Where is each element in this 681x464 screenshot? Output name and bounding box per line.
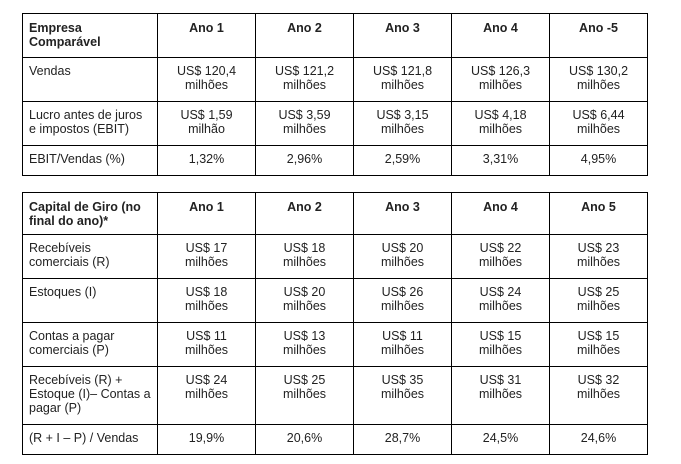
table-cell: 20,6% (255, 424, 354, 455)
table-cell: 2,96% (255, 145, 354, 176)
row-label: (R + I – P) / Vendas (22, 424, 158, 455)
table-cell: US$ 15 milhões (549, 322, 648, 367)
table-row: Estoques (I) US$ 18 milhões US$ 20 milhõ… (22, 278, 648, 323)
table-cell: US$ 18 milhões (157, 278, 256, 323)
row-label: Lucro antes de juros e impostos (EBIT) (22, 101, 158, 146)
table-cell: US$ 25 milhões (549, 278, 648, 323)
table-row: Vendas US$ 120,4 milhões US$ 121,2 milhõ… (22, 57, 648, 102)
table-cell: US$ 31 milhões (451, 366, 550, 425)
table-cell: US$ 23 milhões (549, 234, 648, 279)
table-header-row: Empresa Comparável Ano 1 Ano 2 Ano 3 Ano… (22, 13, 648, 58)
header-cell: Ano 2 (255, 13, 354, 58)
table-cell: US$ 24 milhões (157, 366, 256, 425)
row-label: Recebíveis comerciais (R) (22, 234, 158, 279)
table-cell: 24,5% (451, 424, 550, 455)
table-cell: US$ 13 milhões (255, 322, 354, 367)
table-cell: US$ 121,8 milhões (353, 57, 452, 102)
working-capital-table: Capital de Giro (no final do ano)* Ano 1… (22, 192, 648, 455)
table-cell: US$ 35 milhões (353, 366, 452, 425)
row-label: Estoques (I) (22, 278, 158, 323)
header-cell: Capital de Giro (no final do ano)* (22, 192, 158, 235)
table-cell: US$ 25 milhões (255, 366, 354, 425)
table-row: Lucro antes de juros e impostos (EBIT) U… (22, 101, 648, 146)
row-label: Contas a pagar comerciais (P) (22, 322, 158, 367)
table-cell: 24,6% (549, 424, 648, 455)
table-cell: US$ 17 milhões (157, 234, 256, 279)
table-cell: US$ 22 milhões (451, 234, 550, 279)
header-cell: Ano 1 (157, 192, 256, 235)
row-label: EBIT/Vendas (%) (22, 145, 158, 176)
table-cell: US$ 32 milhões (549, 366, 648, 425)
table-cell: US$ 20 milhões (353, 234, 452, 279)
table-cell: US$ 126,3 milhões (451, 57, 550, 102)
header-cell: Ano 4 (451, 192, 550, 235)
header-cell: Ano 4 (451, 13, 550, 58)
table-cell: US$ 3,15 milhões (353, 101, 452, 146)
table-cell: US$ 3,59 milhões (255, 101, 354, 146)
table-row: Contas a pagar comerciais (P) US$ 11 mil… (22, 322, 648, 367)
table-cell: US$ 130,2 milhões (549, 57, 648, 102)
table-cell: 19,9% (157, 424, 256, 455)
table-cell: 1,32% (157, 145, 256, 176)
comparable-company-table: Empresa Comparável Ano 1 Ano 2 Ano 3 Ano… (22, 13, 648, 176)
table-row: Recebíveis (R) + Estoque (I)– Contas a p… (22, 366, 648, 425)
table-cell: US$ 4,18 milhões (451, 101, 550, 146)
table-cell: US$ 121,2 milhões (255, 57, 354, 102)
table-cell: US$ 11 milhões (353, 322, 452, 367)
table-cell: US$ 1,59 milhão (157, 101, 256, 146)
row-label: Vendas (22, 57, 158, 102)
header-cell: Ano 1 (157, 13, 256, 58)
table-cell: US$ 6,44 milhões (549, 101, 648, 146)
table-cell: US$ 18 milhões (255, 234, 354, 279)
table-cell: 4,95% (549, 145, 648, 176)
table-cell: US$ 11 milhões (157, 322, 256, 367)
table-cell: 3,31% (451, 145, 550, 176)
table-cell: US$ 20 milhões (255, 278, 354, 323)
table-row: EBIT/Vendas (%) 1,32% 2,96% 2,59% 3,31% … (22, 145, 648, 176)
header-cell: Ano -5 (549, 13, 648, 58)
header-cell: Ano 3 (353, 192, 452, 235)
header-cell: Empresa Comparável (22, 13, 158, 58)
header-cell: Ano 5 (549, 192, 648, 235)
table-cell: 2,59% (353, 145, 452, 176)
table-row: (R + I – P) / Vendas 19,9% 20,6% 28,7% 2… (22, 424, 648, 455)
table-cell: US$ 15 milhões (451, 322, 550, 367)
header-cell: Ano 2 (255, 192, 354, 235)
table-cell: US$ 120,4 milhões (157, 57, 256, 102)
header-cell: Ano 3 (353, 13, 452, 58)
table-cell: 28,7% (353, 424, 452, 455)
table-row: Recebíveis comerciais (R) US$ 17 milhões… (22, 234, 648, 279)
table-header-row: Capital de Giro (no final do ano)* Ano 1… (22, 192, 648, 235)
table-cell: US$ 24 milhões (451, 278, 550, 323)
row-label: Recebíveis (R) + Estoque (I)– Contas a p… (22, 366, 158, 425)
table-cell: US$ 26 milhões (353, 278, 452, 323)
